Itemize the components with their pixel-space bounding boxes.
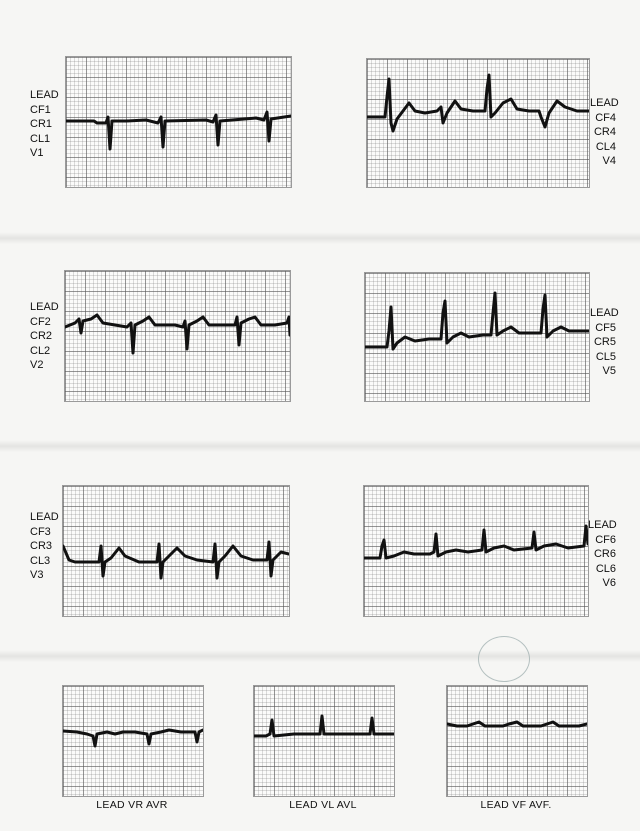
lead-label-v5: LEAD CF5 CR5 CL5 V5 (590, 307, 619, 377)
page-fold (0, 650, 640, 662)
lead-label-v6: LEAD CF6 CR6 CL6 V6 (588, 519, 617, 589)
lead-label-v3: LEAD CF3 CR3 CL3 V3 (30, 511, 59, 581)
lead-label-v1: LEAD CF1 CR1 CL1 V1 (30, 89, 59, 159)
ecg-trace-v6 (364, 524, 588, 560)
caption-avr: LEAD VR AVR (96, 799, 168, 811)
ecg-trace-v3 (63, 540, 289, 580)
page-fold (0, 232, 640, 244)
library-stamp (478, 636, 530, 682)
ecg-strip-avf (446, 685, 588, 797)
ecg-trace-v4 (367, 73, 589, 133)
ecg-strip-avl (253, 685, 395, 797)
lead-label-v4: LEAD CF4 CR4 CL4 V4 (590, 97, 619, 167)
ecg-strip-avr (62, 685, 204, 797)
ecg-strip-v1 (65, 56, 292, 188)
ecg-strip-v2 (64, 270, 291, 402)
ecg-trace-avl (254, 714, 394, 738)
ecg-strip-v5 (364, 272, 590, 402)
caption-avl: LEAD VL AVL (289, 799, 357, 811)
ecg-trace-v2 (65, 313, 290, 355)
ecg-trace-avr (63, 728, 203, 748)
ecg-strip-v6 (363, 485, 589, 617)
ecg-strip-v4 (366, 58, 590, 188)
ecg-trace-avf (447, 720, 587, 728)
ecg-trace-v1 (66, 110, 291, 151)
ecg-trace-v5 (365, 291, 589, 351)
ecg-strip-v3 (62, 485, 290, 617)
lead-label-v2: LEAD CF2 CR2 CL2 V2 (30, 301, 59, 371)
caption-avf: LEAD VF AVF. (480, 799, 552, 811)
page-fold (0, 440, 640, 452)
